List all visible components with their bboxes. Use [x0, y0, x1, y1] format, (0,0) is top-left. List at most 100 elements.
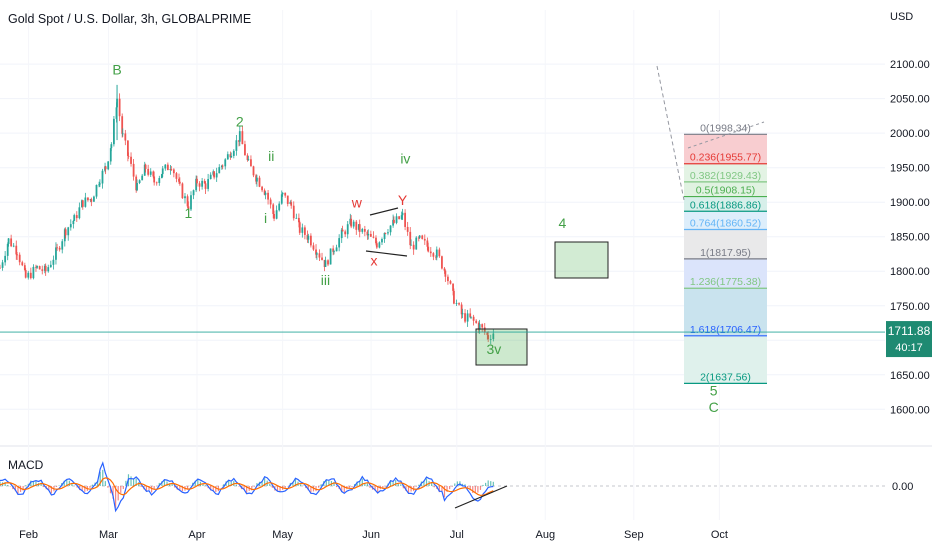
macd-histogram-bar [449, 486, 451, 490]
candle-body [318, 253, 321, 258]
candle-body [126, 140, 129, 156]
triangle-upper-line[interactable] [369, 207, 399, 216]
candle-body [15, 245, 18, 255]
price-tick-label: 1750.00 [890, 301, 930, 313]
fib-zone [684, 335, 767, 384]
macd-label: MACD [8, 458, 44, 472]
macd-histogram-bar [364, 483, 366, 486]
candle-body [252, 166, 255, 176]
candle-body [155, 182, 158, 184]
macd-histogram-bar [135, 478, 137, 486]
macd-histogram-bar [71, 483, 73, 486]
candle-body [426, 240, 429, 247]
price-tick-label: 2000.00 [890, 128, 930, 140]
macd-histogram-bar [91, 484, 94, 486]
candle-body [130, 156, 132, 164]
fib-level-label: 0.764(1860.52) [690, 217, 761, 229]
candle-body [427, 246, 430, 252]
candle-body [469, 313, 472, 318]
wave-label: ii [268, 148, 274, 164]
macd-histogram-bar [48, 486, 50, 491]
candle-body [492, 333, 495, 340]
candle-body [4, 255, 7, 263]
macd-histogram-bar [461, 483, 464, 486]
candle-body [281, 192, 284, 195]
candle-body [247, 159, 250, 161]
macd-histogram-bar [464, 484, 466, 486]
projection-dashed-line[interactable] [656, 65, 685, 201]
candle-body [161, 168, 164, 175]
target-box-3v[interactable] [475, 328, 528, 366]
macd-histogram-bar [117, 486, 119, 501]
candle-body [267, 192, 269, 200]
candle-body [235, 140, 238, 151]
macd-histogram-bar [407, 486, 410, 494]
time-tick-label: Jun [362, 529, 380, 541]
macd-divergence-line[interactable] [454, 485, 508, 509]
candle-body [75, 215, 78, 219]
candle-body [327, 260, 329, 265]
macd-histogram-bar [35, 481, 37, 486]
macd-histogram-bar [181, 486, 184, 492]
candle-body [84, 197, 87, 207]
macd-histogram-bar [140, 486, 142, 487]
candle-body [172, 169, 175, 174]
macd-histogram-bar [351, 486, 353, 488]
candle-body [455, 303, 458, 304]
macd-histogram-bar [112, 486, 114, 499]
candle-body [400, 215, 403, 219]
target-box-4[interactable] [554, 241, 609, 279]
fib-trend-line[interactable] [687, 121, 765, 149]
candle-body [489, 339, 492, 340]
candle-body [0, 267, 1, 269]
chart-drawings[interactable] [365, 65, 765, 366]
wave-label: x [370, 253, 377, 269]
candle-body [280, 194, 283, 204]
macd-histogram-bar [443, 486, 446, 498]
candle-body [417, 237, 420, 239]
candle-body [78, 207, 81, 219]
candle-body [412, 244, 415, 250]
wave-label: w [351, 195, 363, 211]
candle-body [98, 184, 100, 186]
candle-body [110, 144, 113, 149]
candle-body [153, 176, 156, 183]
triangle-lower-line[interactable] [365, 250, 408, 257]
macd-histogram-bar [22, 486, 24, 491]
macd-histogram-bar [84, 486, 86, 492]
candle-body [47, 267, 50, 272]
macd-histogram-bar [14, 486, 17, 492]
candle-body [170, 169, 173, 170]
candle-body [258, 177, 261, 187]
macd-histogram-bar [161, 481, 163, 486]
candle-body [340, 229, 343, 239]
candle-body [232, 150, 235, 156]
wave-label: 1 [185, 205, 193, 221]
macd-histogram-bar [315, 486, 317, 492]
candle-body [115, 107, 118, 119]
macd-histogram-bar [27, 483, 29, 486]
macd-histogram-bar [109, 486, 112, 494]
macd-histogram-bar [222, 484, 225, 486]
candle-body [393, 219, 395, 223]
candle-body [460, 304, 463, 315]
macd-histogram-bar [374, 486, 376, 491]
candle-body [164, 164, 167, 169]
time-tick-label: Sep [624, 529, 644, 541]
fibonacci-extension[interactable]: 0(1998.34) 0.236(1955.77) 0.382(1929.43) 0.… [684, 122, 767, 384]
bar-countdown: 40:17 [895, 342, 923, 354]
candle-body [273, 213, 275, 219]
macd-histogram-bar [348, 486, 351, 488]
candle-body [298, 222, 301, 233]
macd-histogram-bar [433, 486, 435, 488]
time-axis[interactable]: Feb Mar Apr May Jun Jul Aug Sep Oct [19, 529, 728, 541]
candle-body [187, 206, 190, 210]
candle-body [358, 224, 361, 232]
candle-body [487, 335, 490, 340]
candle-body [1, 262, 4, 268]
candle-body [64, 229, 67, 236]
candle-body [27, 272, 30, 278]
macd-histogram-bar [279, 486, 281, 491]
